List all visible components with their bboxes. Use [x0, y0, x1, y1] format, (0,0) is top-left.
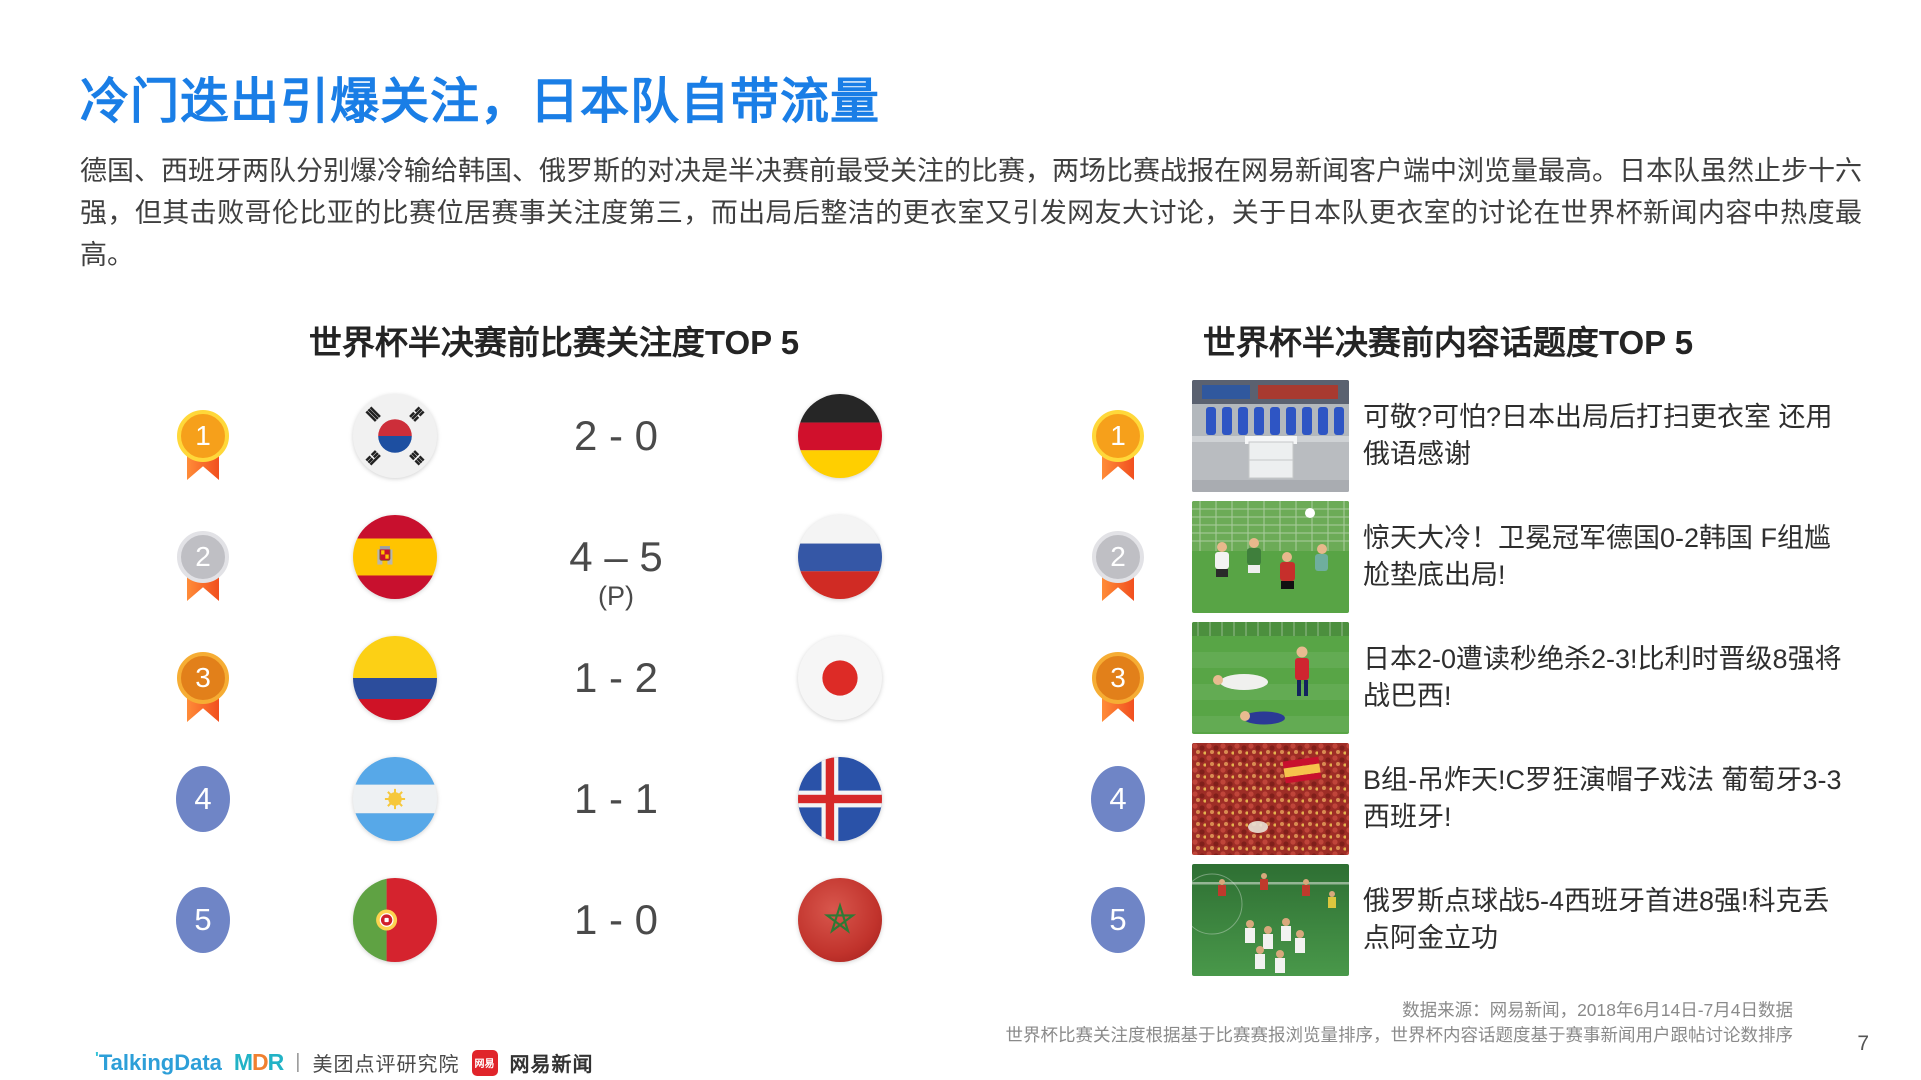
- flag-iceland-icon: [798, 757, 882, 841]
- right-panel-title: 世界杯半决赛前内容话题度TOP 5: [1202, 324, 1694, 361]
- gold-medal-icon: 1: [177, 410, 229, 480]
- news-thumbnail-last-second-goal: [1192, 622, 1349, 734]
- bronze-medal-icon: 3: [1092, 652, 1144, 722]
- rank-badge: 4: [1091, 766, 1145, 832]
- flag-argentina-icon: [353, 757, 437, 841]
- page-number: 7: [1857, 1032, 1869, 1055]
- flag-germany-icon: [798, 394, 882, 478]
- news-thumbnail-goal-upset: [1192, 501, 1349, 613]
- summary-paragraph: 德国、西班牙两队分别爆冷输给韩国、俄罗斯的对决是半决赛前最受关注的比赛，两场比赛…: [80, 156, 1862, 270]
- match-score: 1 - 1: [573, 775, 659, 822]
- news-headline: 俄罗斯点球战5-4西班牙首进8强!科克丢点阿金立功: [1363, 886, 1830, 953]
- rank-badge: 2: [1092, 531, 1144, 583]
- gold-medal-icon: 1: [1092, 410, 1144, 480]
- flag-russia-icon: [798, 515, 882, 599]
- data-source-line1: 数据来源：网易新闻，2018年6月14日-7月4日数据: [1402, 1000, 1793, 1020]
- meituan-dianping-institute-label: 美团点评研究院: [312, 1054, 460, 1076]
- flag-portugal-icon: [353, 878, 437, 962]
- news-thumbnail-locker-room: [1192, 380, 1349, 492]
- silver-medal-icon: 2: [177, 531, 229, 601]
- rank-badge: 4: [176, 766, 230, 832]
- news-thumbnail-fans-crowd: [1192, 743, 1349, 855]
- match-score: 2 - 0: [573, 412, 659, 459]
- match-score: 1 - 0: [573, 896, 659, 943]
- silver-medal-icon: 2: [1092, 531, 1144, 601]
- bronze-medal-icon: 3: [177, 652, 229, 722]
- news-headline: 日本2-0遭读秒绝杀2-3!比利时晋级8强将战巴西!: [1363, 644, 1842, 711]
- flag-japan-icon: [798, 636, 882, 720]
- match-score: 1 - 2: [573, 654, 659, 701]
- news-thumbnail-penalty-celebration: [1192, 864, 1349, 976]
- rank-badge: 3: [177, 652, 229, 704]
- rank-badge: 5: [176, 887, 230, 953]
- mdr-logo: MDR: [233, 1049, 284, 1075]
- flag-spain-icon: [353, 515, 437, 599]
- rank-badge: 3: [1092, 652, 1144, 704]
- netease-app-icon: 网易: [471, 1049, 498, 1076]
- rank-badge: 1: [177, 410, 229, 462]
- match-score: 4 – 5: [569, 533, 663, 580]
- news-headline: B组-吊炸天!C罗狂演帽子戏法 葡萄牙3-3西班牙!: [1363, 765, 1842, 832]
- data-source-line2: 世界杯比赛关注度根据基于比赛赛报浏览量排序，世界杯内容话题度基于赛事新闻用户跟帖…: [1005, 1025, 1794, 1045]
- netease-news-label: 网易新闻: [509, 1054, 594, 1076]
- rank-badge: 1: [1092, 410, 1144, 462]
- logo-separator: |: [295, 1051, 301, 1073]
- flag-colombia-icon: [353, 636, 437, 720]
- footer-logos: 'TalkingData MDR | 美团点评研究院 网易 网易新闻: [95, 1048, 594, 1077]
- talkingdata-tick: ': [95, 1049, 99, 1067]
- data-source-note: 数据来源：网易新闻，2018年6月14日-7月4日数据 世界杯比赛关注度根据基于…: [1006, 998, 1794, 1048]
- news-headline: 惊天大冷！卫冕冠军德国0-2韩国 F组尴尬垫底出局!: [1363, 523, 1832, 590]
- score-note: (P): [597, 581, 634, 611]
- news-headline: 可敬?可怕?日本出局后打扫更衣室 还用俄语感谢: [1363, 402, 1833, 469]
- rank-badge: 2: [177, 531, 229, 583]
- talkingdata-logo: 'TalkingData: [95, 1049, 222, 1075]
- left-panel-title: 世界杯半决赛前比赛关注度TOP 5: [308, 324, 800, 361]
- flag-south-korea-icon: [353, 394, 437, 478]
- rank-badge: 5: [1091, 887, 1145, 953]
- flag-morocco-icon: [798, 878, 882, 962]
- page-title: 冷门迭出引爆关注，日本队自带流量: [80, 75, 881, 129]
